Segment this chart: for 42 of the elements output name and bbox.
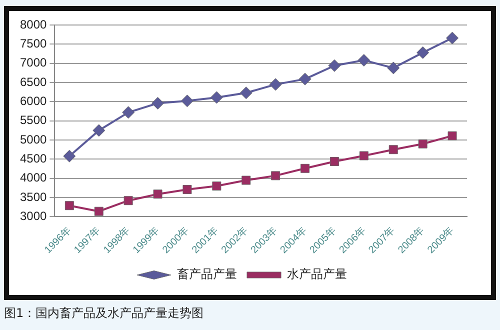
point — [92, 124, 106, 137]
legend-label: 水产品产量 — [287, 267, 347, 282]
point — [388, 145, 398, 154]
point — [269, 78, 282, 91]
point — [64, 201, 74, 210]
y-tick-label: 4500 — [20, 152, 48, 166]
point — [359, 151, 368, 160]
point — [242, 176, 251, 185]
caption: 图1：国内畜产品及水产品产量走势图 — [4, 305, 204, 322]
y-tick-label: 8000 — [20, 17, 48, 32]
point — [94, 206, 104, 216]
y-tick-label: 3500 — [20, 190, 48, 204]
y-tick-label: 5000 — [20, 132, 48, 146]
point — [180, 94, 194, 108]
y-tick-label: 3000 — [20, 209, 48, 224]
y-tick-label: 4000 — [20, 170, 48, 185]
point — [358, 54, 370, 67]
point — [448, 131, 457, 140]
point — [387, 62, 400, 74]
point — [330, 157, 339, 166]
point — [212, 182, 222, 191]
y-tick-label: 6500 — [20, 74, 48, 89]
y-tick-label: 6000 — [20, 94, 48, 108]
point — [124, 196, 133, 206]
point — [182, 185, 192, 194]
point — [418, 139, 428, 148]
point — [298, 72, 312, 86]
point — [446, 32, 459, 44]
point — [152, 96, 164, 110]
point — [63, 150, 76, 162]
point — [122, 106, 135, 119]
y-tick-label: 7500 — [20, 36, 48, 50]
point — [416, 46, 430, 59]
legend-label: 畜产品产量 — [177, 267, 237, 282]
point — [328, 59, 341, 72]
y-tick-label: 5500 — [20, 113, 48, 128]
y-tick-label: 7000 — [20, 56, 48, 70]
point — [210, 91, 223, 104]
point — [271, 171, 280, 180]
point — [240, 86, 252, 100]
point — [153, 190, 162, 199]
point — [300, 164, 310, 173]
